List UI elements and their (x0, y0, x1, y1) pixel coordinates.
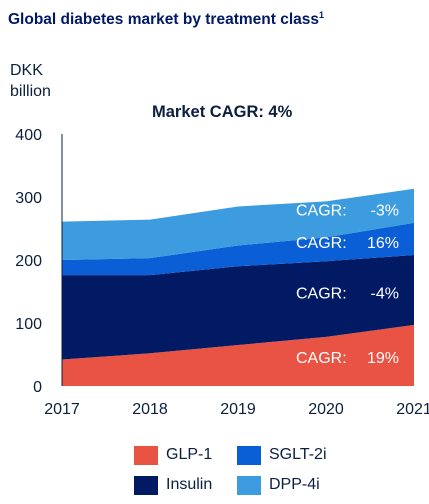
cagr-value-insulin: -4% (371, 285, 399, 302)
legend-label-insulin: Insulin (166, 476, 213, 493)
legend-swatch-dpp4i (237, 475, 261, 495)
legend-item-sglt2i: SGLT-2i (237, 444, 327, 466)
stacked-area-chart: CAGR: 19% CAGR: -4% CAGR: 16% CAGR: -3% 0 100 200 3… (15, 127, 429, 418)
cagr-label-insulin: CAGR: (296, 285, 347, 302)
chart-title: Global diabetes market by treatment clas… (8, 10, 324, 29)
x-tick-label-2017: 2017 (44, 401, 80, 418)
market-cagr-label: Market CAGR: 4% (152, 103, 293, 121)
area-series-dpp4i (62, 188, 414, 260)
x-tick-label-2019: 2019 (220, 401, 256, 418)
legend-item-dpp4i: DPP-4i (237, 474, 320, 496)
y-tick-label-200: 200 (15, 253, 42, 270)
legend: GLP-1 SGLT-2i Insulin DPP-4i (134, 444, 414, 496)
x-tick-label-2018: 2018 (132, 401, 168, 418)
title-footnote-marker: 1 (318, 10, 324, 20)
y-tick-label-300: 300 (15, 190, 42, 207)
y-unit-line-2: billion (10, 83, 51, 100)
y-axis-unit-label: DKK billion (10, 60, 51, 102)
cagr-value-glp1: 19% (367, 350, 399, 367)
area-series-insulin (62, 254, 414, 360)
legend-label-sglt2i: SGLT-2i (269, 446, 327, 463)
x-tick-label-2021: 2021 (396, 401, 429, 418)
y-tick-label-0: 0 (33, 379, 42, 396)
y-tick-label-100: 100 (15, 316, 42, 333)
legend-label-glp1: GLP-1 (166, 446, 213, 463)
legend-item-insulin: Insulin (134, 474, 212, 496)
legend-swatch-insulin (134, 475, 158, 495)
legend-swatch-glp1 (134, 445, 158, 465)
cagr-label-glp1: CAGR: (296, 350, 347, 367)
cagr-value-sglt2i: 16% (367, 235, 399, 252)
cagr-label-sglt2i: CAGR: (296, 235, 347, 252)
y-unit-line-1: DKK (10, 62, 43, 79)
legend-label-dpp4i: DPP-4i (269, 476, 320, 493)
area-series-glp1 (62, 324, 414, 386)
cagr-label-dpp4i: CAGR: (296, 203, 347, 220)
legend-swatch-sglt2i (237, 445, 261, 465)
x-tick-label-2020: 2020 (308, 401, 344, 418)
y-tick-label-400: 400 (15, 127, 42, 144)
area-series-sglt2i (62, 222, 414, 276)
legend-item-glp1: GLP-1 (134, 444, 212, 466)
cagr-value-dpp4i: -3% (371, 203, 399, 220)
